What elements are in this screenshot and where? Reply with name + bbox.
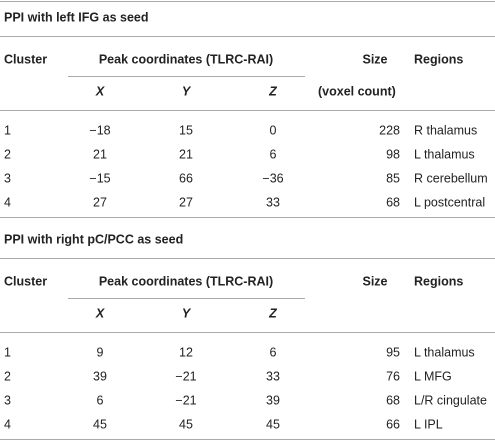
header-cell: Cluster <box>4 274 47 288</box>
header-cell: Peak coordinates (TLRC-RAI) <box>99 52 273 66</box>
table-cell: −36 <box>262 171 283 185</box>
table-cell: 2 <box>4 147 11 161</box>
table-cell: 2 <box>4 369 11 383</box>
table-cell: 68 <box>386 393 400 407</box>
header-cell: Regions <box>414 274 463 288</box>
section-title: PPI with left IFG as seed <box>4 10 148 24</box>
table-cell: 27 <box>179 195 193 209</box>
table-cell: 15 <box>179 123 193 137</box>
table-cell: 6 <box>97 393 104 407</box>
header-cell: Regions <box>414 52 463 66</box>
section-title: PPI with right pC/PCC as seed <box>4 232 183 246</box>
table-cell: 228 <box>379 123 400 137</box>
table-cell: 66 <box>386 417 400 431</box>
table-cell: 6 <box>270 147 277 161</box>
table-cell: −15 <box>89 171 110 185</box>
table-cell: −18 <box>89 123 110 137</box>
table-cell: 12 <box>179 345 193 359</box>
table-cell: 6 <box>270 345 277 359</box>
header-cell: Size <box>362 52 387 66</box>
table-cell: −21 <box>175 369 196 383</box>
table-cell: L MFG <box>414 369 452 383</box>
table-cell: 27 <box>93 195 107 209</box>
table-cell: L thalamus <box>414 345 475 359</box>
table-cell: 3 <box>4 171 11 185</box>
table-cell: 39 <box>93 369 107 383</box>
table-cell: 3 <box>4 393 11 407</box>
table-cell: 66 <box>179 171 193 185</box>
table-cell: L postcentral <box>414 195 485 209</box>
table-cell: 85 <box>386 171 400 185</box>
table-cell: 45 <box>266 417 280 431</box>
table-cell: 45 <box>179 417 193 431</box>
header-cell: (voxel count) <box>318 84 396 98</box>
table-cell: 98 <box>386 147 400 161</box>
table-cell: 68 <box>386 195 400 209</box>
table-cell: L thalamus <box>414 147 475 161</box>
table-cell: 4 <box>4 195 11 209</box>
table-cell: 1 <box>4 345 11 359</box>
header-cell: X <box>95 306 105 320</box>
table-cell: 4 <box>4 417 11 431</box>
table-cell: 95 <box>386 345 400 359</box>
table-cell: R cerebellum <box>414 171 488 185</box>
table-cell: −21 <box>175 393 196 407</box>
header-cell: Cluster <box>4 52 47 66</box>
header-cell: Y <box>182 306 192 320</box>
table-cell: 21 <box>179 147 193 161</box>
table-cell: L IPL <box>414 417 443 431</box>
header-cell: Peak coordinates (TLRC-RAI) <box>99 274 273 288</box>
table-cell: 21 <box>93 147 107 161</box>
table-cell: 45 <box>93 417 107 431</box>
table-cell: 0 <box>270 123 277 137</box>
table-cell: 33 <box>266 195 280 209</box>
table-cell: 33 <box>266 369 280 383</box>
table-cell: 39 <box>266 393 280 407</box>
table-cell: 9 <box>97 345 104 359</box>
table-cell: 76 <box>386 369 400 383</box>
header-cell: Z <box>268 84 278 98</box>
table-cell: 1 <box>4 123 11 137</box>
header-cell: X <box>95 84 105 98</box>
header-cell: Size <box>362 274 387 288</box>
header-cell: Z <box>268 306 278 320</box>
table-cell: R thalamus <box>414 123 477 137</box>
header-cell: Y <box>182 84 192 98</box>
table-cell: L/R cingulate <box>414 393 487 407</box>
